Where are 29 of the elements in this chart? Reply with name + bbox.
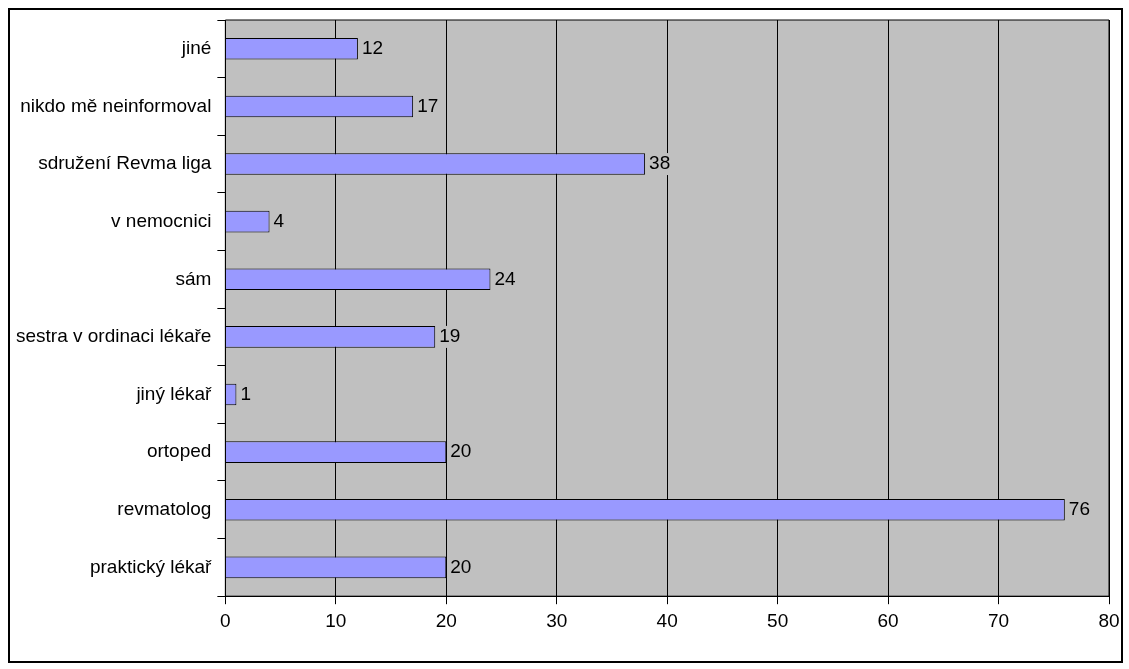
y-tick-label: ortoped	[146, 440, 212, 462]
x-tick-label: 70	[987, 609, 1010, 631]
data-label: 19	[439, 325, 461, 347]
data-label: 38	[649, 152, 671, 174]
x-tick-label: 50	[767, 609, 789, 631]
data-label: 4	[273, 209, 285, 231]
y-tick-label: jiný lékař	[135, 382, 213, 404]
data-label: 1	[240, 382, 251, 404]
x-tick-label: 0	[220, 609, 231, 631]
y-tick-label: sdružení Revma liga	[38, 152, 212, 174]
x-tick-label: 10	[325, 609, 347, 631]
x-tick-label: 30	[546, 609, 568, 631]
y-tick-label: revmatolog	[117, 498, 212, 519]
x-tick-label: 60	[877, 609, 899, 631]
x-tick-label: 80	[1098, 609, 1120, 631]
x-tick-label: 20	[435, 609, 457, 631]
data-label: 20	[450, 555, 472, 577]
data-label: 76	[1068, 498, 1090, 519]
y-tick-label: sám	[175, 267, 212, 289]
data-label: 20	[450, 440, 472, 462]
y-tick-label: nikdo mě neinformoval	[20, 94, 212, 116]
y-tick-label: v nemocnici	[111, 209, 212, 231]
x-tick-label: 40	[656, 609, 678, 631]
y-tick-label: jiné	[180, 37, 212, 59]
data-label: 17	[417, 94, 439, 116]
y-tick-label: praktický lékař	[89, 555, 213, 577]
y-tick-label: sestra v ordinaci lékaře	[15, 325, 212, 347]
data-label: 12	[361, 37, 384, 59]
data-label: 24	[494, 267, 517, 289]
